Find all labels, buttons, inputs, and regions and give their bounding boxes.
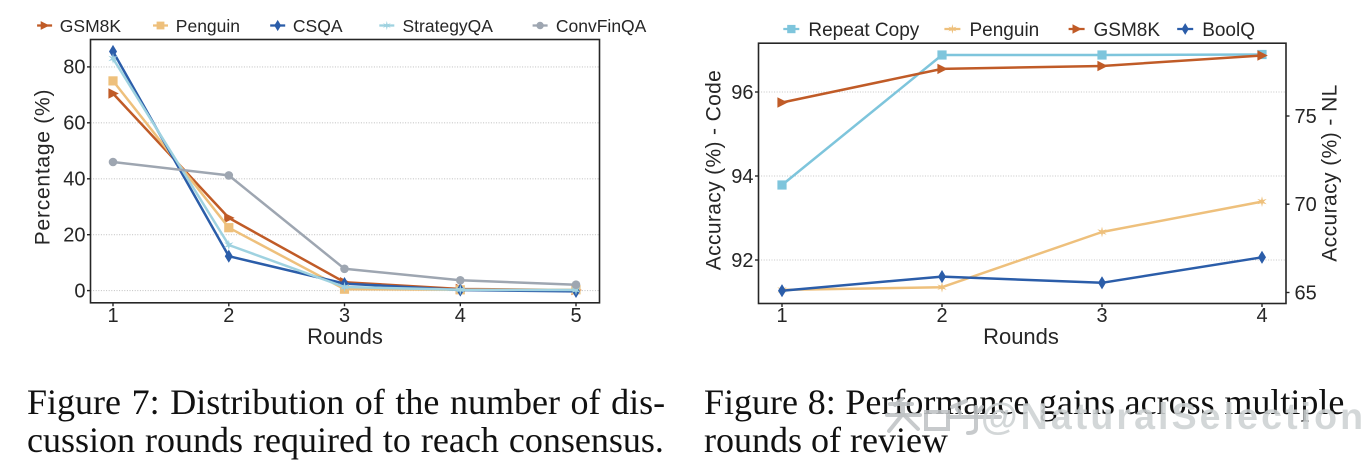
svg-text:4: 4 [455, 305, 466, 327]
svg-text:Rounds: Rounds [307, 324, 383, 349]
svg-text:70: 70 [1295, 194, 1317, 216]
svg-text:3: 3 [1096, 305, 1107, 327]
svg-text:Accuracy (%) - NL: Accuracy (%) - NL [1319, 84, 1342, 262]
svg-text:StrategyQA: StrategyQA [403, 16, 494, 36]
svg-text:92: 92 [731, 250, 753, 272]
svg-text:GSM8K: GSM8K [1094, 20, 1161, 41]
svg-text:Penguin: Penguin [970, 20, 1040, 41]
svg-text:Percentage (%): Percentage (%) [32, 89, 55, 245]
svg-text:Repeat Copy: Repeat Copy [808, 20, 919, 41]
svg-text:94: 94 [731, 166, 753, 188]
svg-text:BoolQ: BoolQ [1202, 20, 1255, 41]
svg-text:20: 20 [63, 225, 85, 247]
svg-text:75: 75 [1295, 106, 1317, 128]
svg-text:2: 2 [936, 305, 947, 327]
svg-text:Penguin: Penguin [176, 16, 240, 36]
svg-text:5: 5 [570, 305, 581, 327]
svg-text:GSM8K: GSM8K [60, 16, 122, 36]
svg-text:ConvFinQA: ConvFinQA [556, 16, 647, 36]
svg-text:96: 96 [731, 82, 753, 104]
svg-text:80: 80 [63, 57, 85, 79]
svg-text:CSQA: CSQA [293, 16, 343, 36]
svg-text:Rounds: Rounds [983, 324, 1059, 349]
svg-text:60: 60 [63, 113, 85, 135]
svg-text:40: 40 [63, 169, 85, 191]
svg-text:65: 65 [1295, 282, 1317, 304]
svg-text:0: 0 [74, 280, 85, 302]
svg-text:2: 2 [223, 305, 234, 327]
svg-text:1: 1 [107, 305, 118, 327]
svg-text:1: 1 [776, 305, 787, 327]
svg-text:4: 4 [1256, 305, 1267, 327]
svg-text:3: 3 [339, 305, 350, 327]
svg-text:Accuracy (%) - Code: Accuracy (%) - Code [703, 70, 726, 270]
